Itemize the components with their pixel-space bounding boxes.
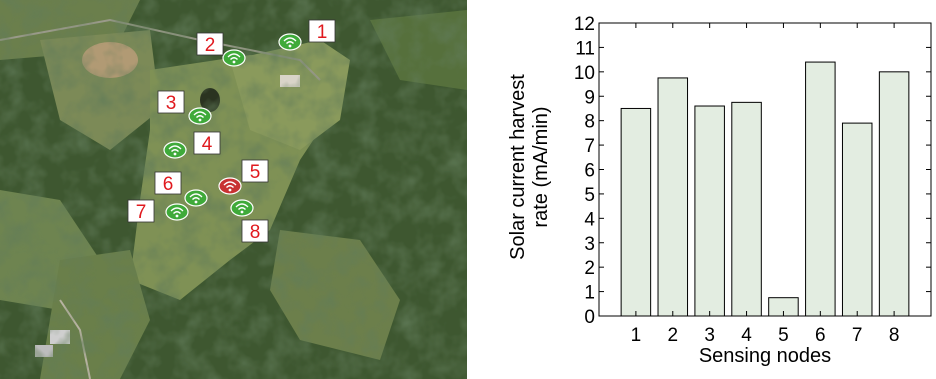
- y-tick-label: 6: [584, 161, 595, 182]
- node-label-box: [193, 131, 221, 155]
- wifi-signal-icon: [165, 203, 189, 221]
- x-tick-label: 2: [667, 325, 678, 346]
- bar-node-2: [657, 77, 689, 317]
- sensor-node-4: 4: [163, 131, 221, 159]
- node-label: 1: [317, 22, 328, 43]
- node-label: 8: [250, 222, 261, 243]
- node-label: 3: [166, 93, 177, 114]
- sensor-node-7: 7: [127, 199, 189, 223]
- solar-harvest-bar-chart: Solar current harvest rate (mA/min) 0123…: [507, 14, 932, 367]
- bars-group: [620, 61, 910, 317]
- sensor-node-2: 2: [196, 32, 246, 67]
- wifi-signal-icon: [218, 177, 242, 195]
- wifi-signal-icon: [184, 189, 208, 207]
- y-axis-title-line-1: Solar current harvest: [507, 74, 529, 260]
- y-tick-label: 5: [584, 185, 595, 206]
- node-label-box: [196, 32, 224, 56]
- node-label-box: [308, 19, 336, 43]
- y-tick-label: 10: [574, 63, 595, 84]
- x-axis-ticks: 1 2 3 4 5 6 7 8: [631, 23, 900, 346]
- y-tick-label: 9: [584, 87, 595, 108]
- sensor-node-3: 3: [157, 90, 212, 125]
- x-tick-label: 4: [741, 325, 752, 346]
- wifi-signal-icon: [163, 141, 187, 159]
- node-label: 7: [136, 202, 147, 223]
- node-label-box: [127, 199, 155, 223]
- bar-node-1: [620, 107, 652, 317]
- x-tick-label: 1: [631, 325, 642, 346]
- y-tick-label: 4: [584, 209, 595, 230]
- y-tick-label: 12: [574, 14, 595, 35]
- node-label-box: [154, 171, 182, 195]
- x-tick-label: 6: [815, 325, 826, 346]
- wifi-signal-icon: [230, 199, 254, 217]
- node-label: 4: [202, 134, 213, 155]
- sensor-node-8: 8: [230, 199, 269, 243]
- y-axis-title-line-2: rate (mA/min): [530, 106, 552, 227]
- bar-node-3: [694, 105, 725, 317]
- wifi-signal-icon: [222, 49, 246, 67]
- x-tick-label: 3: [704, 325, 715, 346]
- y-tick-label: 0: [584, 307, 595, 328]
- node-label-box: [241, 219, 269, 243]
- aerial-map: 1 2 3 4 5 67 8: [0, 0, 467, 379]
- bar-node-8: [878, 71, 910, 317]
- x-tick-label: 5: [778, 325, 789, 346]
- wifi-signal-icon: [278, 33, 302, 51]
- bar-node-6: [805, 61, 836, 317]
- x-tick-label: 7: [852, 325, 863, 346]
- node-label-box: [241, 159, 269, 183]
- y-tick-label: 7: [584, 136, 595, 157]
- y-tick-label: 3: [584, 234, 595, 255]
- y-tick-label: 2: [584, 258, 595, 279]
- wifi-signal-icon: [188, 107, 212, 125]
- y-tick-label: 11: [575, 38, 595, 59]
- bar-node-7: [841, 122, 873, 317]
- sensor-node-5: 5: [218, 159, 269, 195]
- y-tick-label: 8: [584, 112, 595, 133]
- sensor-node-1: 1: [278, 19, 336, 51]
- x-tick-label: 8: [889, 325, 900, 346]
- y-tick-label: 1: [584, 283, 595, 304]
- bar-node-4: [731, 101, 762, 317]
- y-axis-title: Solar current harvest rate (mA/min): [507, 74, 552, 260]
- x-axis-title: Sensing nodes: [699, 345, 831, 367]
- node-label: 2: [205, 35, 216, 56]
- node-label: 5: [250, 162, 261, 183]
- node-label: 6: [163, 174, 174, 195]
- sensor-node-6: 6: [154, 171, 208, 207]
- node-label-box: [157, 90, 185, 114]
